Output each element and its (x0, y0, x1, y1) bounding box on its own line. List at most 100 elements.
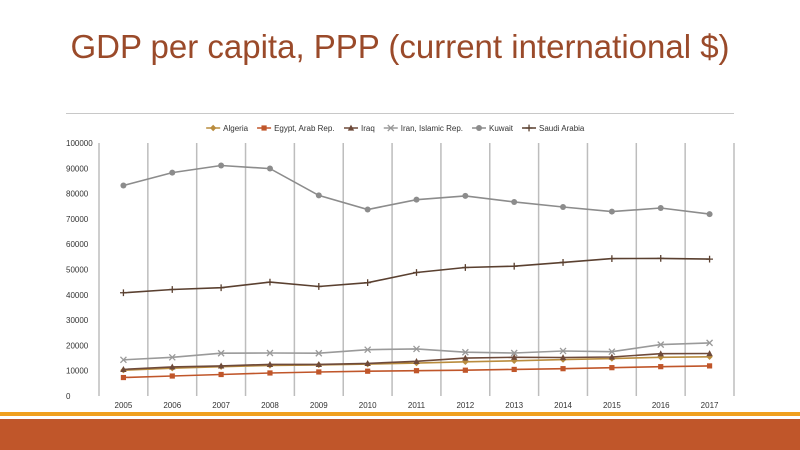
y-tick-label: 30000 (66, 316, 89, 325)
legend-label: Iran, Islamic Rep. (401, 124, 463, 133)
slide-title: GDP per capita, PPP (current internation… (70, 28, 730, 65)
x-tick-label: 2011 (408, 401, 426, 410)
data-point (657, 354, 664, 361)
data-point (510, 262, 518, 270)
data-point (413, 269, 420, 276)
data-point (315, 349, 323, 357)
data-point (657, 341, 665, 349)
data-point (608, 208, 615, 215)
data-point (267, 370, 273, 376)
data-point (209, 124, 217, 132)
y-tick-label: 100000 (66, 139, 93, 148)
data-point (706, 255, 713, 263)
legend-item: Saudi Arabia (522, 124, 585, 133)
data-point (120, 374, 127, 381)
data-point (413, 196, 420, 203)
data-point (609, 365, 615, 371)
data-point (657, 350, 664, 357)
data-point (120, 182, 127, 189)
data-point (169, 363, 176, 370)
data-point (266, 278, 274, 286)
gdp-line-chart: 0 10000 20000 30000 40000 50000 60000 70000 8000… (66, 124, 735, 410)
series-group (120, 350, 713, 373)
data-point (266, 349, 274, 357)
data-point (706, 211, 713, 218)
data-point (120, 366, 127, 373)
data-point (413, 368, 420, 374)
data-point (315, 192, 322, 199)
x-tick-label: 2009 (310, 401, 328, 410)
legend-item: Iran, Islamic Rep. (383, 124, 463, 133)
data-point (364, 346, 372, 354)
grid-lines (98, 143, 735, 396)
x-tick-label: 2017 (701, 401, 719, 410)
data-point (168, 286, 176, 293)
series-group (120, 162, 713, 218)
data-point (510, 357, 518, 365)
x-tick-label: 2012 (456, 401, 474, 410)
y-tick-label: 70000 (66, 215, 89, 224)
series-line (123, 164, 710, 215)
data-point (347, 124, 355, 131)
data-point (461, 348, 469, 356)
data-point (706, 350, 713, 357)
data-point (608, 348, 616, 356)
x-tick-label: 2007 (212, 401, 230, 410)
data-point (364, 206, 371, 213)
series-lines (119, 162, 714, 381)
data-point (364, 359, 371, 366)
data-point (462, 354, 469, 361)
data-point (706, 339, 714, 347)
data-point (217, 362, 225, 369)
data-point (266, 360, 274, 367)
data-point (608, 255, 616, 263)
y-tick-label: 10000 (66, 367, 89, 376)
data-point (120, 289, 127, 297)
data-point (510, 353, 518, 360)
footer-bar (0, 419, 800, 450)
axis-labels: 0 10000 20000 30000 40000 50000 60000 70000 8000… (66, 139, 719, 410)
x-tick-label: 2015 (603, 401, 621, 410)
data-point (511, 366, 517, 373)
legend-item: Kuwait (472, 124, 514, 133)
data-point (559, 347, 567, 355)
data-point (525, 124, 533, 132)
x-tick-label: 2013 (505, 401, 523, 410)
legend-label: Kuwait (489, 124, 514, 133)
series-group (119, 339, 714, 364)
x-tick-label: 2006 (163, 401, 181, 410)
data-point (476, 125, 483, 131)
data-point (559, 259, 567, 266)
legend-item: Algeria (206, 124, 249, 133)
data-point (511, 198, 518, 205)
data-point (510, 349, 518, 357)
data-point (168, 353, 176, 361)
y-tick-label: 0 (66, 392, 71, 401)
data-point (706, 363, 713, 369)
data-point (559, 354, 567, 361)
x-tick-label: 2005 (115, 401, 133, 410)
y-tick-label: 40000 (66, 291, 89, 300)
data-point (315, 283, 323, 290)
data-point (462, 367, 468, 373)
data-point (365, 368, 371, 374)
legend-label: Egypt, Arab Rep. (274, 124, 334, 133)
data-point (658, 364, 664, 370)
legend: Algeria Egypt, Arab Rep. Iraq Iran, Islamic… (206, 124, 585, 133)
data-point (462, 192, 469, 199)
data-point (560, 204, 567, 211)
series-group (120, 363, 713, 381)
data-point (461, 264, 469, 271)
title-divider (66, 113, 734, 114)
y-tick-label: 50000 (66, 266, 89, 275)
series-group (120, 254, 713, 297)
data-point (413, 357, 420, 364)
legend-item: Iraq (343, 124, 375, 133)
data-point (169, 373, 175, 379)
y-tick-label: 80000 (66, 190, 89, 199)
x-tick-label: 2014 (554, 401, 572, 410)
data-point (261, 125, 267, 131)
data-point (169, 169, 176, 176)
data-point (657, 254, 665, 262)
data-point (218, 162, 225, 169)
